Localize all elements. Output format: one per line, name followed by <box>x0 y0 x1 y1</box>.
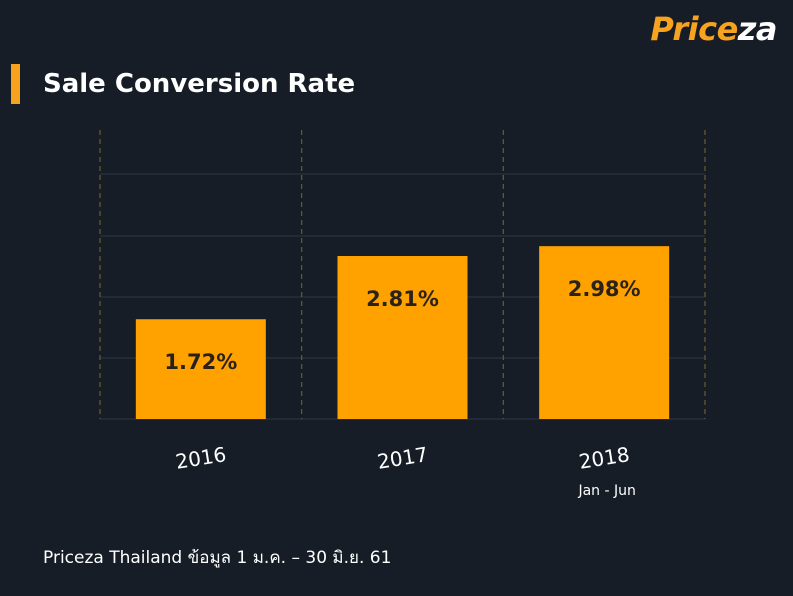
logo-text-price: Price <box>650 10 738 48</box>
priceza-logo[interactable]: Priceza <box>650 10 777 48</box>
title-accent-bar <box>11 64 20 104</box>
footer-source-note: Priceza Thailand ข้อมูล 1 ม.ค. – 30 มิ.ย… <box>43 548 392 568</box>
category-sublabel: Jan - Jun <box>577 483 635 499</box>
bar-value-label: 2.98% <box>568 277 641 301</box>
category-label: 2018 <box>577 442 631 474</box>
logo-text-za: za <box>737 10 778 48</box>
bar-value-label: 1.72% <box>164 350 237 374</box>
bar-value-label: 2.81% <box>366 287 439 311</box>
bar-2018 <box>539 246 670 419</box>
bar-2016 <box>135 319 266 419</box>
category-label: 2016 <box>174 442 228 474</box>
bar-2017 <box>337 256 468 419</box>
chart-title: Sale Conversion Rate <box>43 69 356 99</box>
category-label: 2017 <box>375 442 429 474</box>
